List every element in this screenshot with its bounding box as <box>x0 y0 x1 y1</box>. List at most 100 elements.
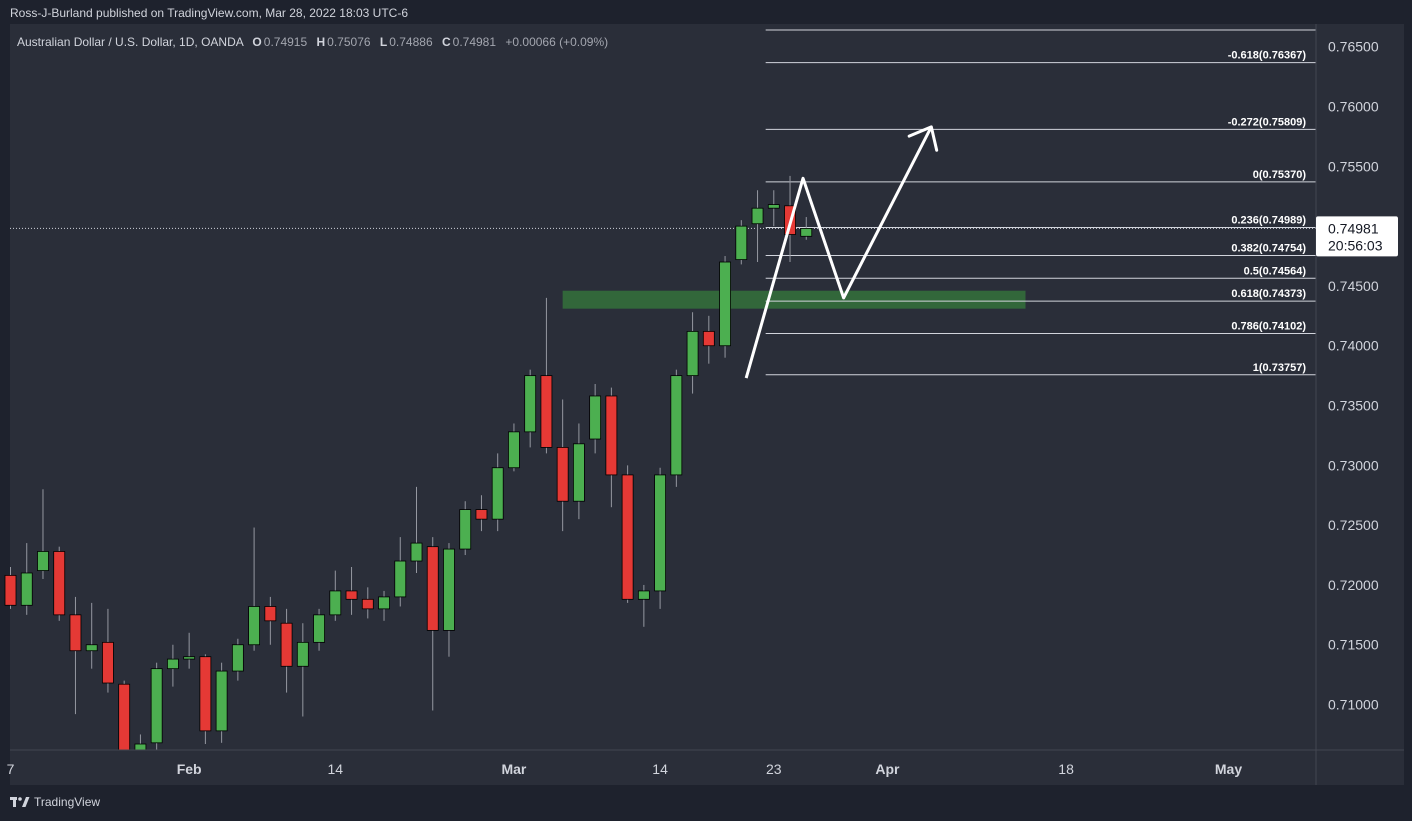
candle-up <box>589 395 602 440</box>
symbol-name: Australian Dollar / U.S. Dollar, 1D, OAN… <box>17 35 244 49</box>
time-tick-label: Mar <box>501 761 526 777</box>
fib-levels: -0.618(0.76367) -0.272(0.75809) 0(0.75370)… <box>10 29 1316 376</box>
candle-up <box>20 572 33 606</box>
publisher-line: Ross-J-Burland published on TradingView.… <box>10 6 408 20</box>
price-tick-label: 0.73000 <box>1328 457 1379 473</box>
time-tick-label: May <box>1215 761 1242 777</box>
time-tick-label: 14 <box>652 761 668 777</box>
candle-up <box>394 560 407 598</box>
candle-up <box>491 467 504 520</box>
candle-up <box>443 548 455 631</box>
candle-up <box>150 668 163 744</box>
candle-up <box>719 261 731 347</box>
time-tick-label: 23 <box>766 761 782 777</box>
time-tick-label: 14 <box>328 761 344 777</box>
candle-down <box>4 574 17 606</box>
symbol-legend: Australian Dollar / U.S. Dollar, 1D, OAN… <box>17 35 608 49</box>
fib-label: 0.618(0.74373) <box>1231 288 1306 300</box>
candle-up <box>231 644 244 672</box>
candle-down <box>69 614 82 652</box>
low-value: 0.74886 <box>389 35 433 49</box>
fib-label: -0.272(0.75809) <box>1228 116 1307 128</box>
open-value: 0.74915 <box>263 35 308 49</box>
price-tick-label: 0.76000 <box>1328 99 1379 115</box>
current-price-tag <box>1316 216 1398 257</box>
candle-down <box>426 546 439 631</box>
candle-down <box>702 330 715 347</box>
candle-up <box>524 375 537 433</box>
candle-up <box>508 431 520 469</box>
footer-brand-label: TradingView <box>34 795 101 809</box>
candle-up <box>248 606 261 646</box>
footer-brand[interactable]: TradingView <box>10 795 100 809</box>
high-label: H <box>316 35 326 49</box>
price-tick-label: 0.75500 <box>1328 158 1379 174</box>
candle-down <box>475 509 488 520</box>
price-tick-label: 0.76500 <box>1328 39 1379 55</box>
candle-down <box>280 622 293 667</box>
candle-up <box>183 656 196 660</box>
time-tick-label: Apr <box>875 761 900 777</box>
candle-up <box>37 551 49 571</box>
candle-down <box>118 683 131 751</box>
candle-up <box>751 207 764 225</box>
support-zone <box>562 290 1026 309</box>
candle-up <box>686 330 699 377</box>
open-label: O <box>252 35 262 49</box>
candle-up <box>800 228 813 237</box>
candle-down <box>621 474 634 600</box>
fib-label: 0.5(0.74564) <box>1244 265 1307 277</box>
fib-label: -0.618(0.76367) <box>1228 50 1307 62</box>
price-tick-label: 0.72500 <box>1328 517 1379 533</box>
candle-up <box>296 641 309 667</box>
candle-down <box>345 590 358 600</box>
candle-up <box>735 225 748 261</box>
tradingview-logo-icon <box>10 796 30 808</box>
time-tick-label: 18 <box>1058 761 1074 777</box>
close-label: C <box>441 35 451 49</box>
candle-down <box>556 447 569 502</box>
low-label: L <box>379 35 388 49</box>
close-value: 0.74981 <box>452 35 497 49</box>
candle-up <box>329 590 342 616</box>
fib-label: 0(0.75370) <box>1253 169 1307 181</box>
candle-down <box>53 551 66 616</box>
arrow-head-icon <box>907 125 939 152</box>
candle-down <box>361 598 374 610</box>
candle-down <box>199 656 212 732</box>
fib-label: 1(0.73757) <box>1253 362 1307 374</box>
candle-up <box>459 509 472 550</box>
candle-up <box>215 670 228 732</box>
fib-label: 0.786(0.74102) <box>1231 321 1306 333</box>
projection-arrow <box>744 125 939 379</box>
candle-up <box>134 743 147 751</box>
candle-up <box>85 644 98 652</box>
candle-up <box>767 204 780 209</box>
candles <box>4 175 813 751</box>
price-tick-label: 0.71500 <box>1328 637 1379 653</box>
candle-down <box>102 641 114 684</box>
price-tick-label: 0.71000 <box>1328 697 1379 713</box>
fib-label: 0.236(0.74989) <box>1231 214 1306 226</box>
candle-down <box>264 606 277 622</box>
candle-up <box>313 614 325 643</box>
price-tick-label: 0.74500 <box>1328 278 1379 294</box>
fib-label: 0.382(0.74754) <box>1231 243 1306 255</box>
time-tick-label: Feb <box>177 761 202 777</box>
candle-up <box>410 542 423 562</box>
candle-up <box>637 590 650 600</box>
candle-up <box>166 658 179 670</box>
price-tick-label: 0.73500 <box>1328 398 1379 414</box>
change-value: +0.00066 (+0.09%) <box>505 35 609 49</box>
time-tick-label: 7 <box>7 761 15 777</box>
price-tick-label: 0.74000 <box>1328 338 1379 354</box>
candle-up <box>378 596 390 610</box>
high-value: 0.75076 <box>327 35 371 49</box>
candle-down <box>540 375 553 448</box>
support-zone-layer <box>562 290 1026 309</box>
candle-up <box>670 375 683 476</box>
candle-up <box>654 474 666 592</box>
bar-countdown: 20:56:03 <box>1328 237 1383 253</box>
